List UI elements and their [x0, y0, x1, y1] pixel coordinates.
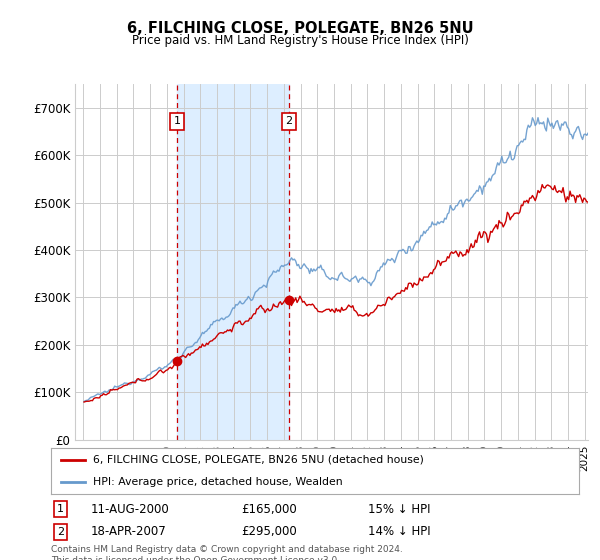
Text: HPI: Average price, detached house, Wealden: HPI: Average price, detached house, Weal…: [93, 478, 343, 487]
Text: 1: 1: [57, 504, 64, 514]
Text: 6, FILCHING CLOSE, POLEGATE, BN26 5NU: 6, FILCHING CLOSE, POLEGATE, BN26 5NU: [127, 21, 473, 36]
Text: £165,000: £165,000: [241, 502, 297, 516]
Text: 2: 2: [57, 527, 64, 537]
Text: 6, FILCHING CLOSE, POLEGATE, BN26 5NU (detached house): 6, FILCHING CLOSE, POLEGATE, BN26 5NU (d…: [93, 455, 424, 465]
Text: Contains HM Land Registry data © Crown copyright and database right 2024.
This d: Contains HM Land Registry data © Crown c…: [51, 545, 403, 560]
Text: £295,000: £295,000: [241, 525, 297, 539]
Text: 15% ↓ HPI: 15% ↓ HPI: [368, 502, 430, 516]
Text: 18-APR-2007: 18-APR-2007: [91, 525, 166, 539]
Text: 11-AUG-2000: 11-AUG-2000: [91, 502, 169, 516]
Text: Price paid vs. HM Land Registry's House Price Index (HPI): Price paid vs. HM Land Registry's House …: [131, 34, 469, 46]
Text: 14% ↓ HPI: 14% ↓ HPI: [368, 525, 430, 539]
Text: 2: 2: [285, 116, 292, 127]
Bar: [178, 84, 289, 440]
Text: 1: 1: [174, 116, 181, 127]
